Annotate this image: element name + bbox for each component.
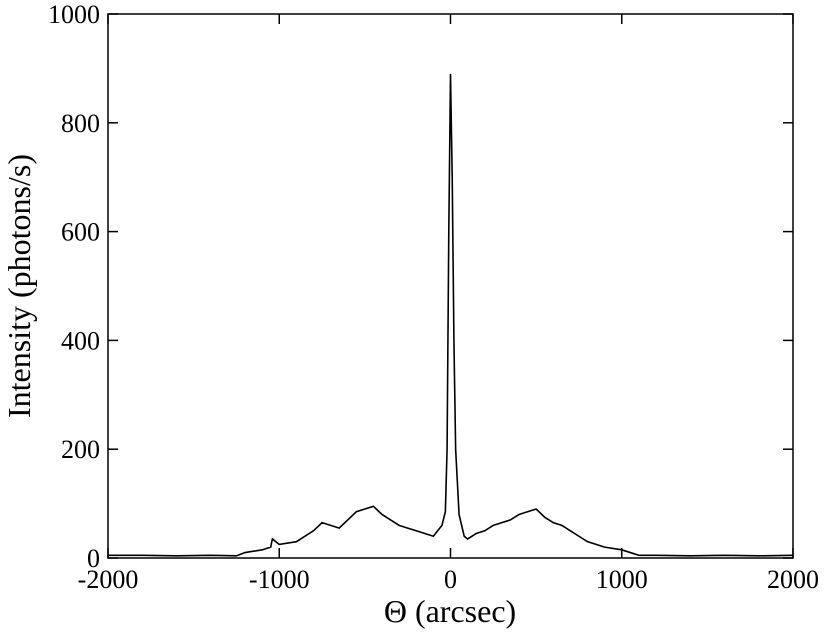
y-tick-label: 800	[61, 109, 100, 138]
y-tick-label: 0	[87, 544, 100, 573]
y-tick-label: 400	[61, 326, 100, 355]
x-tick-label: -1000	[249, 565, 310, 594]
y-tick-label: 1000	[48, 0, 100, 29]
y-tick-label: 200	[61, 435, 100, 464]
x-tick-label: 2000	[767, 565, 819, 594]
x-axis-label: Θ (arcsec)	[384, 593, 516, 629]
x-tick-label: -2000	[78, 565, 139, 594]
x-tick-label: 1000	[596, 565, 648, 594]
data-line	[108, 73, 794, 557]
y-axis-label: Intensity (photons/s)	[1, 154, 37, 418]
y-tick-label: 600	[61, 218, 100, 247]
x-tick-label: 0	[444, 565, 457, 594]
